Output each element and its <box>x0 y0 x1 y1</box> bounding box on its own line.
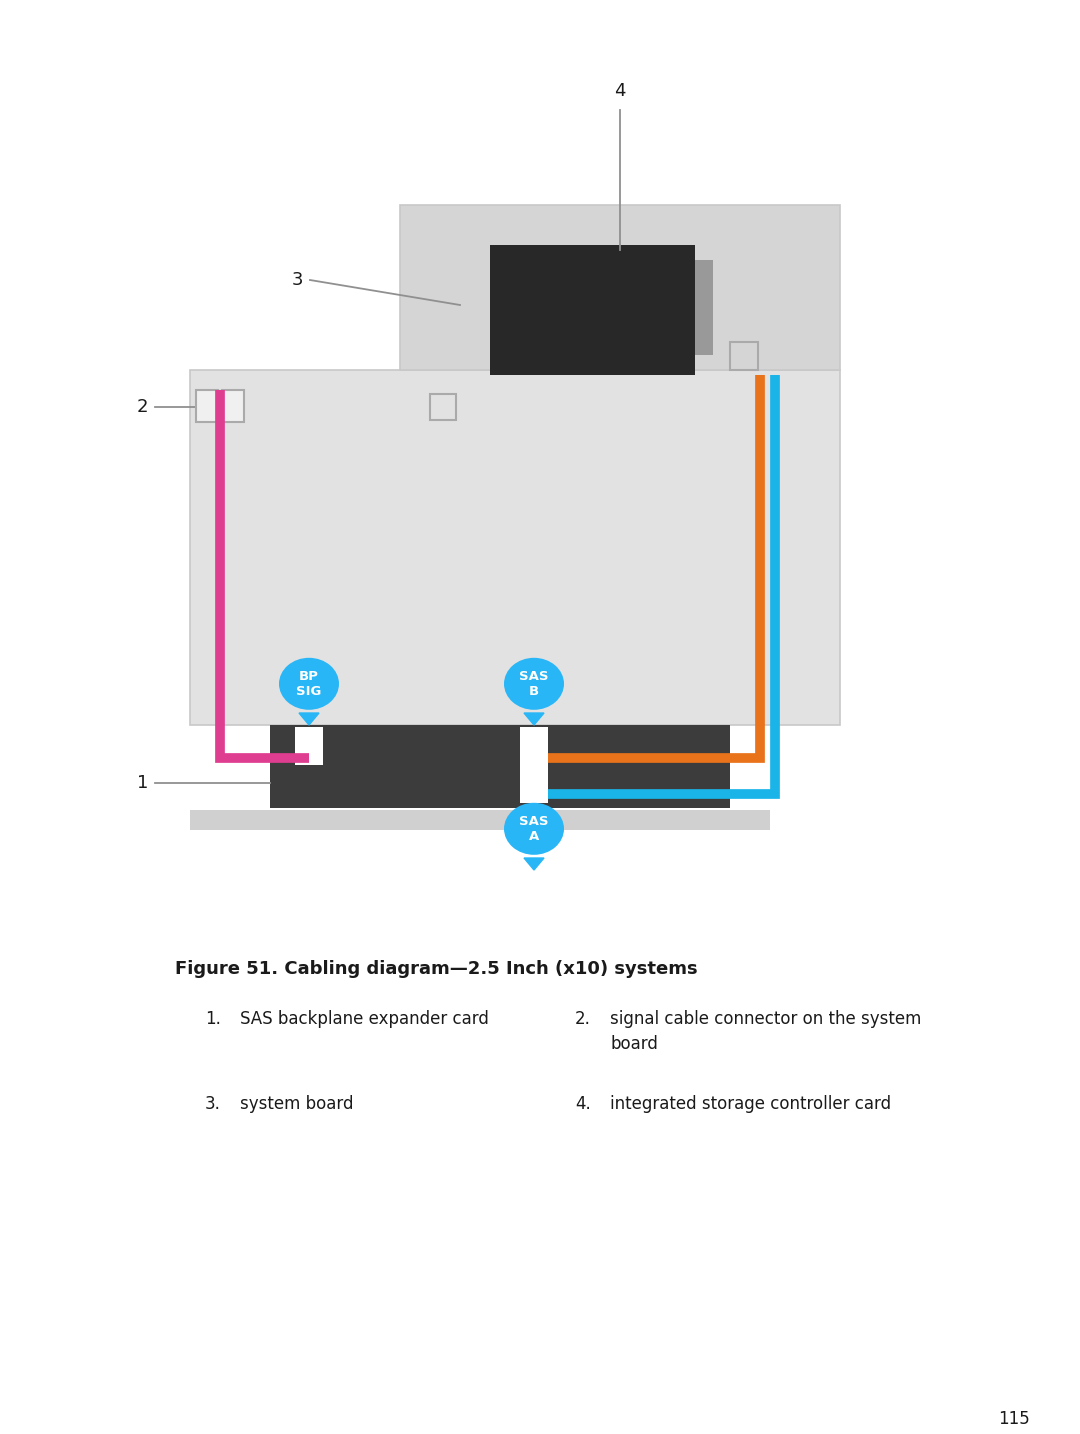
Text: 4: 4 <box>615 82 625 100</box>
Text: BP
SIG: BP SIG <box>296 670 322 698</box>
FancyBboxPatch shape <box>222 390 244 422</box>
Text: SAS
A: SAS A <box>519 815 549 843</box>
FancyBboxPatch shape <box>519 764 548 803</box>
Ellipse shape <box>504 803 564 855</box>
Text: 2.: 2. <box>575 1010 591 1028</box>
FancyBboxPatch shape <box>400 205 840 370</box>
FancyBboxPatch shape <box>295 727 323 764</box>
Text: 1: 1 <box>137 774 148 792</box>
FancyBboxPatch shape <box>195 390 218 422</box>
FancyBboxPatch shape <box>519 727 548 764</box>
Text: integrated storage controller card: integrated storage controller card <box>610 1096 891 1113</box>
FancyBboxPatch shape <box>190 370 840 726</box>
Text: system board: system board <box>240 1096 353 1113</box>
Text: 115: 115 <box>998 1410 1030 1428</box>
Ellipse shape <box>279 658 339 710</box>
Polygon shape <box>299 713 319 726</box>
Polygon shape <box>524 713 544 726</box>
Text: 1.: 1. <box>205 1010 221 1028</box>
Text: Figure 51. Cabling diagram—2.5 Inch (x10) systems: Figure 51. Cabling diagram—2.5 Inch (x10… <box>175 959 698 978</box>
Polygon shape <box>524 858 544 870</box>
Text: 3: 3 <box>292 271 303 290</box>
Text: signal cable connector on the system
board: signal cable connector on the system boa… <box>610 1010 921 1053</box>
FancyBboxPatch shape <box>490 245 696 376</box>
Text: 3.: 3. <box>205 1096 221 1113</box>
Text: 4.: 4. <box>575 1096 591 1113</box>
FancyBboxPatch shape <box>190 810 770 830</box>
Ellipse shape <box>504 658 564 710</box>
Text: 2: 2 <box>136 399 148 416</box>
FancyBboxPatch shape <box>696 260 713 356</box>
Text: SAS
B: SAS B <box>519 670 549 698</box>
Text: SAS backplane expander card: SAS backplane expander card <box>240 1010 489 1028</box>
FancyBboxPatch shape <box>270 726 730 807</box>
